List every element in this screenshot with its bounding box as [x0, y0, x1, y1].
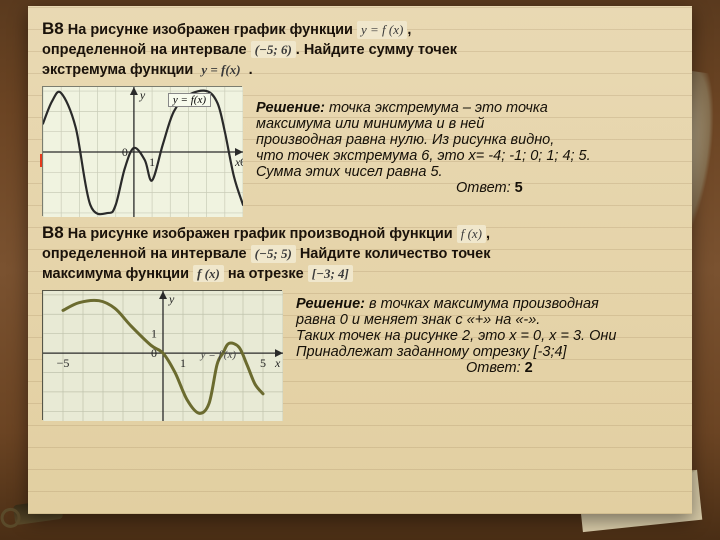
t2-ans-val: 2: [525, 360, 533, 376]
task1-text-1a: На рисунке изображен график функции: [68, 22, 353, 38]
svg-text:1: 1: [180, 356, 186, 370]
svg-text:0: 0: [122, 145, 128, 159]
svg-text:5: 5: [260, 356, 266, 370]
task1-line3: экстремума функции y = f(x) .: [42, 61, 666, 81]
task2: В8 На рисунке изображен график производн…: [42, 222, 666, 420]
task1-chart-label: y = f(x): [168, 93, 211, 107]
task2-line3: максимума функции f (x) на отрезке [−3; …: [42, 265, 666, 285]
t2-s1: в точках максимума производная: [369, 296, 599, 312]
svg-text:6: 6: [240, 155, 243, 169]
task2-label: В8: [42, 223, 64, 242]
task1-interval: (−5; 6): [251, 41, 296, 59]
svg-text:y: y: [139, 88, 146, 102]
task2-text-2a: определенной на интервале: [42, 246, 247, 262]
t2-s2: равна 0 и меняет знак с «+» на «-».: [296, 312, 616, 328]
t1-s5: Сумма этих чисел равна 5.: [256, 164, 591, 180]
task2-text-1b: ,: [486, 226, 490, 242]
t2-ans-label: Ответ:: [466, 360, 521, 376]
t1-s1: точка экстремума – это точка: [329, 100, 548, 116]
task1-text-3a: экстремума функции: [42, 62, 193, 78]
t1-ans-val: 5: [515, 180, 523, 196]
task2-chart-wrap: 15−501xy y = f'(x): [42, 290, 282, 420]
t1-s3: производная равна нулю. Из рисунка видно…: [256, 132, 591, 148]
task1-chart-wrap: -5 160xy y = f(x): [42, 86, 242, 216]
task1-line1: В8 На рисунке изображен график функции y…: [42, 18, 666, 41]
svg-text:1: 1: [151, 327, 157, 341]
task2-text-3b: на отрезке: [228, 266, 304, 282]
task2-text-1a: На рисунке изображен график производной …: [68, 226, 453, 242]
task2-line1: В8 На рисунке изображен график производн…: [42, 222, 666, 245]
task1-solution: Решение: точка экстремума – это точка ма…: [256, 100, 591, 196]
task1-formula-fx2: y = f(x): [197, 61, 244, 79]
svg-text:x: x: [274, 356, 281, 370]
svg-text:−5: −5: [57, 356, 70, 370]
t1-s2: максимума или минимума и в ней: [256, 116, 591, 132]
task2-line2: определенной на интервале (−5; 5) Найдит…: [42, 245, 666, 265]
task2-chart: 15−501xy y = f'(x): [42, 290, 282, 420]
task2-solution: Решение: в точках максимума производная …: [296, 296, 616, 376]
task2-formula-fx2: f (x): [193, 265, 224, 283]
task1-text-1b: ,: [407, 22, 411, 38]
task2-formula-fx: f (x): [457, 225, 486, 243]
task1: В8 На рисунке изображен график функции y…: [42, 18, 666, 216]
task2-interval: (−5; 5): [251, 245, 296, 263]
task2-text-3a: максимума функции: [42, 266, 189, 282]
task1-label: В8: [42, 19, 64, 38]
svg-text:x: x: [234, 155, 241, 169]
t1-s4: что точек экстремума 6, это х= -4; -1; 0…: [256, 148, 591, 164]
task1-formula-fx: y = f (x): [357, 21, 407, 39]
task2-chart-label: y = f'(x): [201, 349, 236, 361]
task2-segment: [−3; 4]: [308, 265, 353, 283]
task1-chart: 1 6 0 x y y = f(x): [42, 86, 242, 216]
task1-line2: определенной на интервале (−5; 6). Найди…: [42, 41, 666, 61]
t2-s4: Принадлежат заданному отрезку [-3;4]: [296, 344, 616, 360]
task2-text-2b: Найдите количество точек: [300, 246, 491, 262]
t2-s3: Таких точек на рисунке 2, это х = 0, х =…: [296, 328, 616, 344]
task1-text-2b: . Найдите сумму точек: [296, 42, 457, 58]
svg-text:1: 1: [149, 155, 155, 169]
task1-text-2a: определенной на интервале: [42, 42, 247, 58]
svg-text:y: y: [168, 292, 175, 306]
paper-sheet: В8 На рисунке изображен график функции y…: [28, 6, 692, 514]
task1-text-3b: .: [249, 62, 253, 78]
t1-ans-label: Ответ:: [456, 180, 511, 196]
